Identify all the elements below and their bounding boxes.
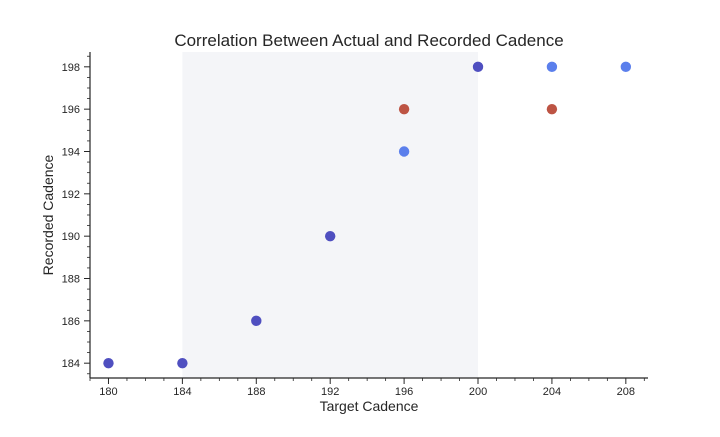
y-tick-label: 186 <box>62 316 80 328</box>
data-point <box>620 61 632 73</box>
major-ticks <box>84 66 627 384</box>
data-point <box>472 61 484 73</box>
x-axis-title: Target Cadence <box>320 398 419 414</box>
x-tick-label: 192 <box>321 386 339 398</box>
x-tick-label: 188 <box>247 386 265 398</box>
x-tick-labels: 180 184 188 192 196 200 204 208 <box>99 386 635 398</box>
shaded-region <box>182 52 479 378</box>
chart-title: Correlation Between Actual and Recorded … <box>174 31 563 50</box>
data-point <box>398 146 410 157</box>
y-tick-label: 194 <box>62 146 80 158</box>
y-tick-label: 196 <box>62 104 80 116</box>
data-point <box>324 230 336 242</box>
x-tick-label: 180 <box>99 386 117 398</box>
x-tick-label: 184 <box>173 386 191 398</box>
y-tick-label: 198 <box>62 62 80 74</box>
x-tick-label: 208 <box>617 386 635 398</box>
x-tick-label: 204 <box>543 386 561 398</box>
data-point <box>103 357 114 369</box>
data-points <box>103 61 632 369</box>
x-tick-label: 196 <box>395 386 413 398</box>
data-point <box>251 315 262 327</box>
data-point <box>546 103 558 115</box>
y-tick-label: 192 <box>62 189 80 201</box>
y-tick-label: 188 <box>62 274 80 286</box>
data-point <box>546 61 558 73</box>
data-point <box>398 103 410 115</box>
y-tick-label: 190 <box>62 231 80 243</box>
data-point <box>177 357 188 369</box>
y-tick-labels: 184 186 188 190 192 194 196 198 <box>62 62 80 370</box>
y-tick-label: 184 <box>62 358 80 370</box>
x-tick-label: 200 <box>469 386 487 398</box>
y-axis-title: Recorded Cadence <box>40 154 56 275</box>
